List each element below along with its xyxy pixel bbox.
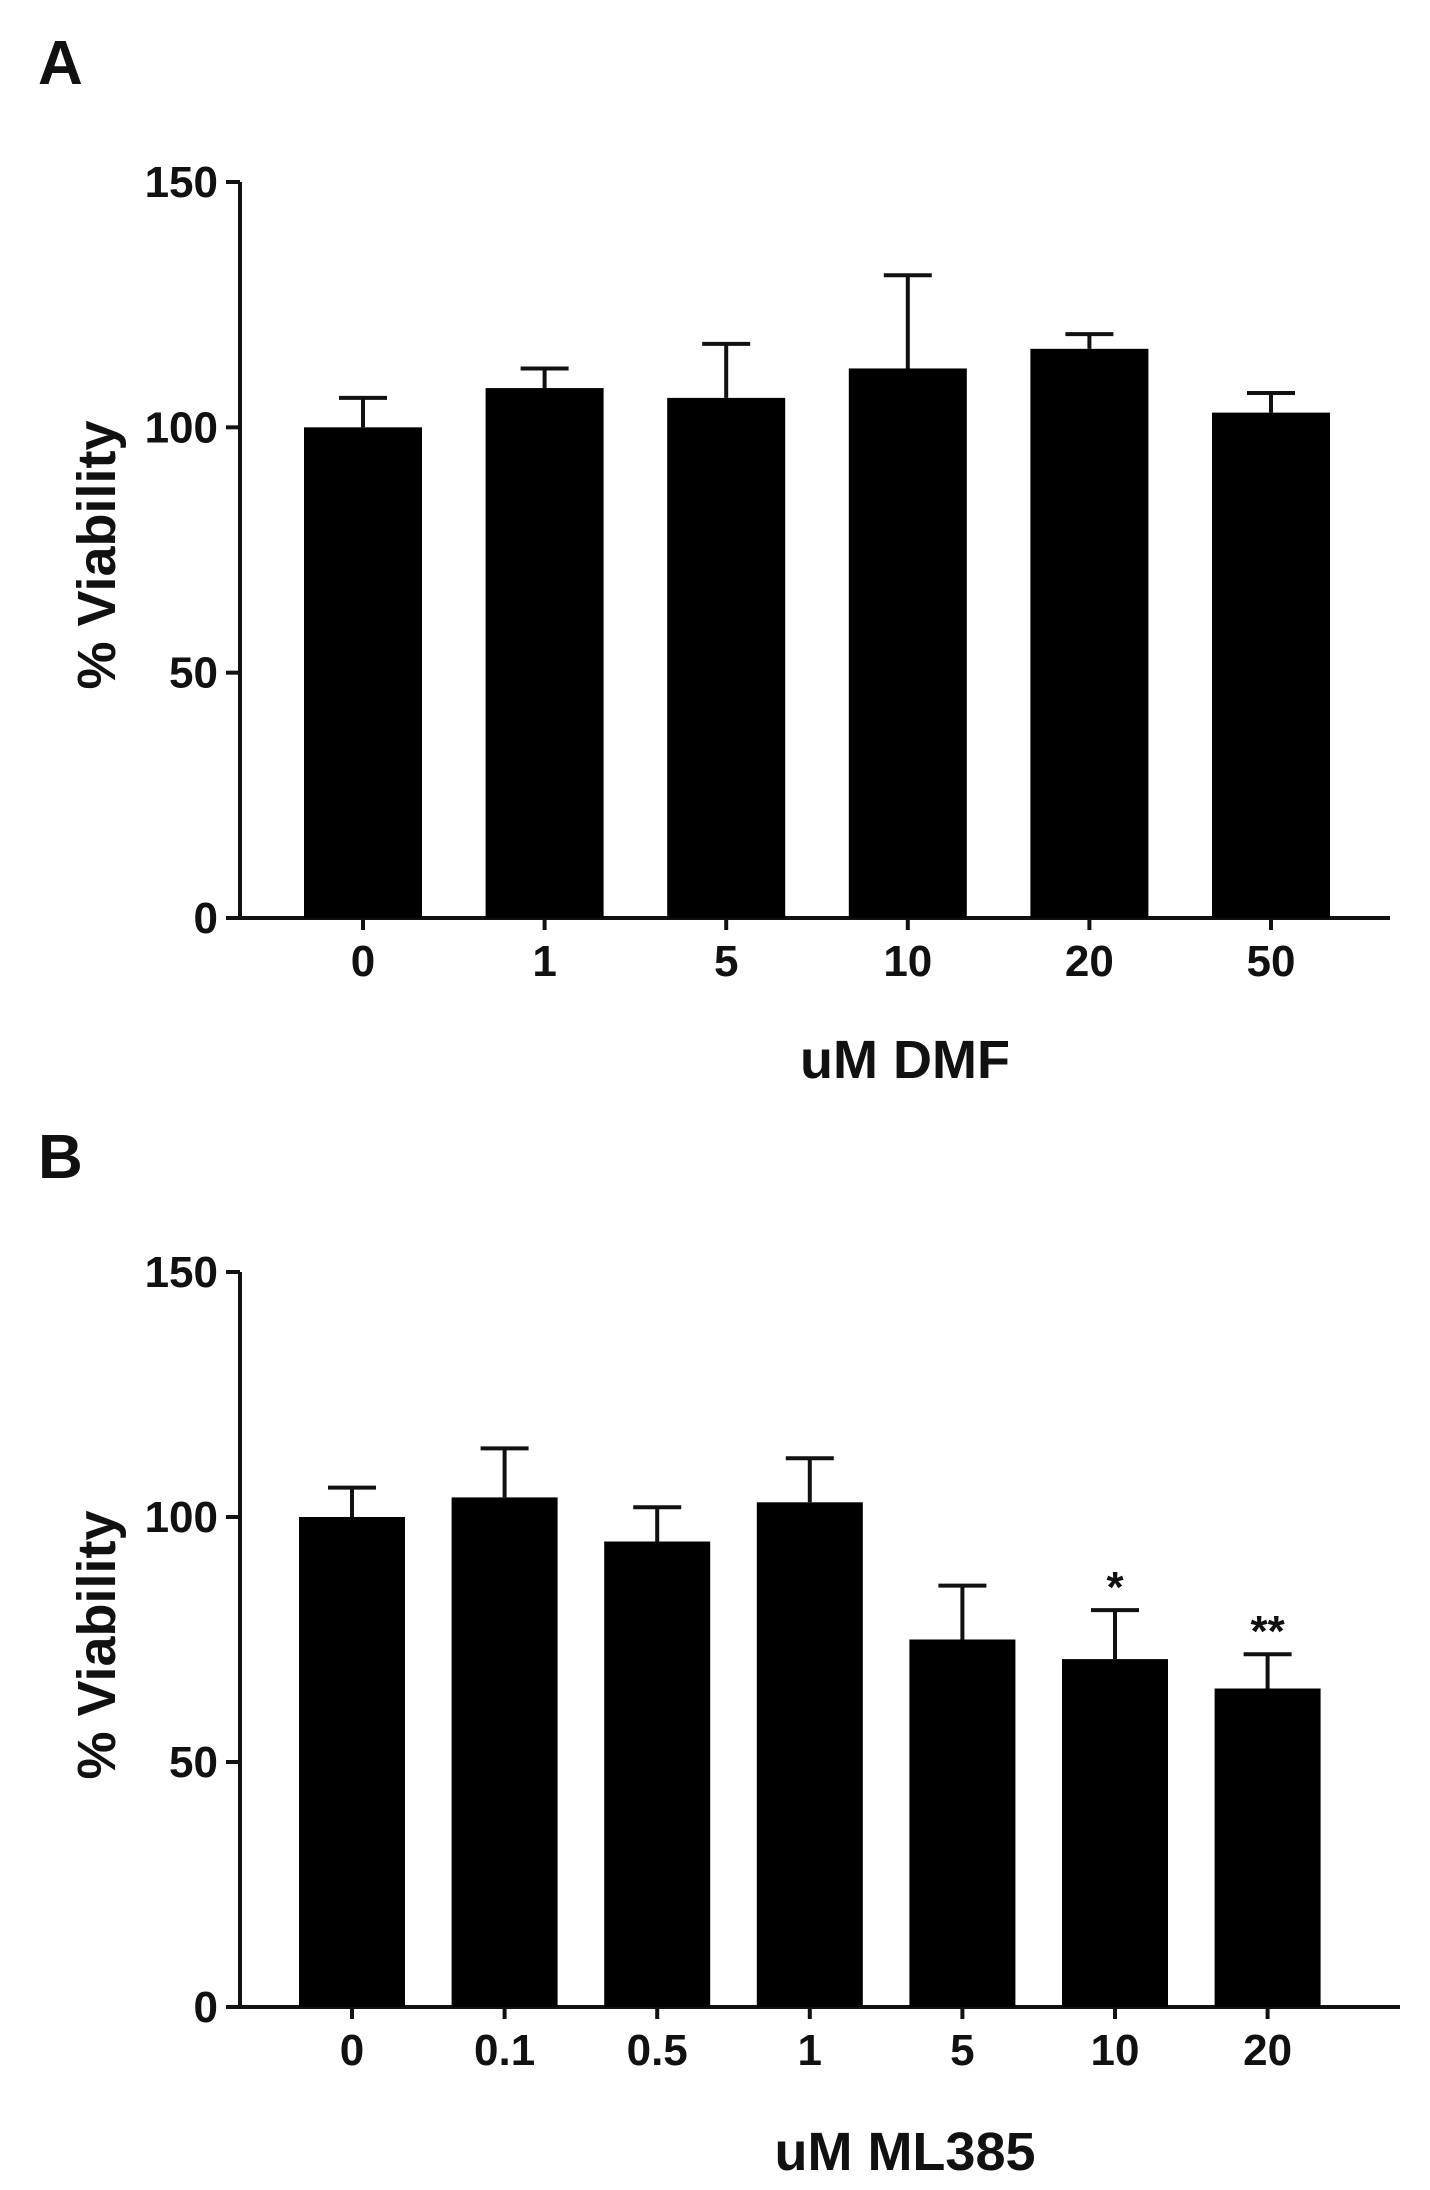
- panel-b-x-tick-label: 10: [1091, 2026, 1140, 2075]
- panel-a-x-axis-title: uM DMF: [800, 1030, 1010, 1090]
- panel-a-bar: [304, 427, 422, 918]
- panel-b-bar: [299, 1517, 405, 2007]
- panel-b-y-tick-label: 100: [145, 1493, 218, 1542]
- panel-b-x-tick-label: 0.5: [627, 2026, 688, 2075]
- panel-a-bar: [1030, 348, 1149, 918]
- panel-a-x-tick-label: 5: [714, 937, 738, 986]
- panel-b-significance-label: **: [1250, 1607, 1285, 1656]
- panel-b-bar: [909, 1639, 1016, 2007]
- panel-b-x-tick-label: 5: [950, 2026, 974, 2075]
- panel-b-bar: [604, 1541, 711, 2007]
- panel-b-x-tick-label: 20: [1243, 2026, 1292, 2075]
- panel-a-x-tick-label: 50: [1247, 937, 1296, 986]
- panel-b-y-tick-label: 50: [169, 1738, 218, 1787]
- panel-a-plot: 0 50 100 150 0 1 5 10 20 50: [145, 158, 1390, 986]
- panel-a-y-tick-label: 50: [169, 649, 218, 698]
- panel-b-plot: 0 50 100 150 0 0.1 0.5 1 5 10 * 20 **: [145, 1248, 1400, 2075]
- panel-a: A 0 50 100 150 0 1 5 10 20 50 uM DMF % Viability: [38, 29, 1390, 1090]
- panel-b-x-tick-label: 1: [798, 2026, 822, 2075]
- panel-b-x-axis-title: uM ML385: [774, 2122, 1035, 2182]
- panel-b-y-tick-label: 0: [194, 1983, 218, 2032]
- panel-a-y-tick-label: 100: [145, 403, 218, 452]
- panel-a-x-tick-label: 0: [351, 937, 375, 986]
- panel-a-bar: [667, 397, 786, 919]
- panel-b-y-tick-label: 150: [145, 1248, 218, 1297]
- panel-a-x-tick-label: 10: [883, 937, 932, 986]
- panel-a-y-tick-label: 150: [145, 158, 218, 207]
- panel-b-bar: [451, 1497, 558, 2007]
- panel-b-y-axis-title: % Viability: [67, 1510, 127, 1779]
- panel-a-bar: [848, 368, 967, 918]
- panel-b-x-tick-label: 0: [340, 2026, 364, 2075]
- panel-a-bar: [1212, 412, 1330, 918]
- panel-b: B 0 50 100 150 0 0.1 0.5 1 5 10 * 20 ** uM ML385 % V…: [38, 1123, 1400, 2182]
- panel-b-x-tick-label: 0.1: [474, 2026, 535, 2075]
- panel-a-x-tick-label: 20: [1065, 937, 1114, 986]
- panel-a-y-tick-label: 0: [194, 894, 218, 943]
- panel-b-bar: [756, 1502, 863, 2007]
- panel-a-bar: [485, 388, 604, 919]
- panel-b-bar: [1214, 1688, 1321, 2007]
- panel-a-letter: A: [38, 29, 83, 98]
- panel-b-letter: B: [38, 1123, 83, 1192]
- panel-a-y-axis-title: % Viability: [67, 420, 127, 689]
- panel-b-significance-label: *: [1106, 1563, 1124, 1612]
- panel-b-bar: [1062, 1659, 1168, 2007]
- panel-a-x-tick-label: 1: [532, 937, 556, 986]
